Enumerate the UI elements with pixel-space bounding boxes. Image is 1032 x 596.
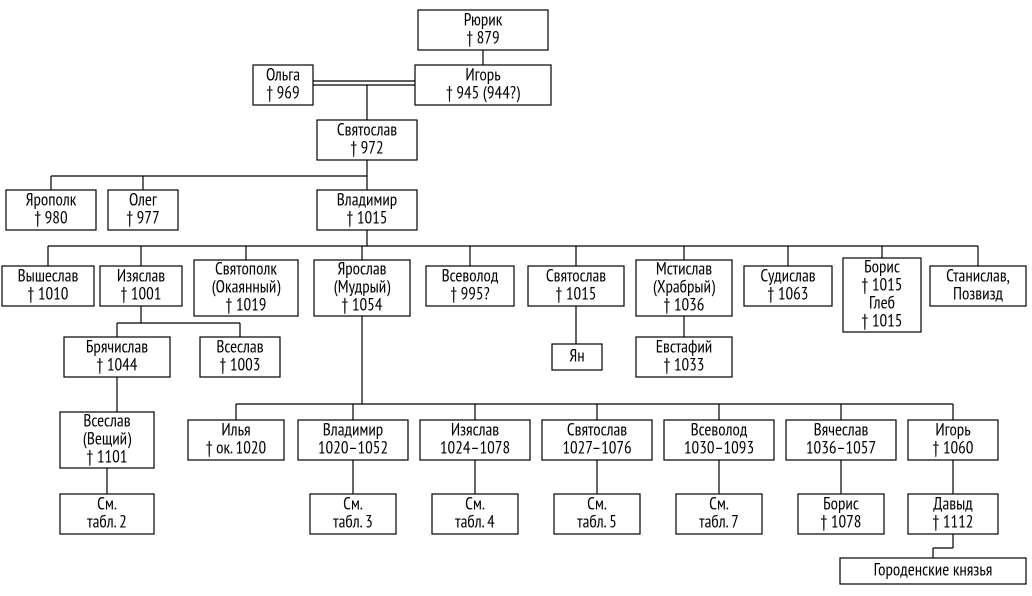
node-tab2-line-1: табл. 2 xyxy=(87,510,127,532)
node-tab4-line-1: табл. 4 xyxy=(455,510,495,532)
node-svyatoslav-line-1: † 972 xyxy=(350,136,383,158)
node-igor2-line-1: † 1060 xyxy=(933,436,974,458)
node-davyd: Давыд† 1112 xyxy=(908,492,998,534)
node-vseslavA: Всеслав† 1003 xyxy=(200,335,280,377)
node-svyatopolk: Святополк(Окаянный)† 1019 xyxy=(194,257,298,316)
node-boris-line-3: † 1015 xyxy=(862,309,903,331)
node-ilya-line-1: † ок. 1020 xyxy=(206,436,266,458)
node-vysheslav-line-1: † 1010 xyxy=(28,282,69,304)
node-tab7: См.табл. 7 xyxy=(676,492,762,534)
node-vladimir: Владимир† 1015 xyxy=(317,188,417,230)
node-vyacheslav-line-1: 1036–1057 xyxy=(806,436,876,458)
node-svyatopolk-line-2: † 1019 xyxy=(226,293,267,315)
node-vladimir-line-1: † 1015 xyxy=(347,206,388,228)
node-mstislav: Мстислав(Храбрый)† 1036 xyxy=(636,257,732,316)
node-rurik: Рюрик† 879 xyxy=(418,8,548,50)
node-davyd-line-1: † 1112 xyxy=(933,510,974,532)
nodes: Рюрик† 879 Ольга† 969 Игорь† 945 (944?) Свя… xyxy=(2,8,1026,584)
node-yan: Ян xyxy=(552,344,602,370)
node-stanislav-line-1: Позвизд xyxy=(953,282,1004,304)
node-vseslavA-line-1: † 1003 xyxy=(220,353,261,375)
node-svyatoslav2: Святослав† 1015 xyxy=(528,264,624,306)
node-yaroslav-line-2: † 1054 xyxy=(342,293,383,315)
node-vysheslav: Вышеслав† 1010 xyxy=(2,264,94,306)
node-evstafiy-line-1: † 1033 xyxy=(664,353,705,375)
node-izyaslav1: Изяслав† 1001 xyxy=(100,264,182,306)
node-vyacheslav: Вячеслав1036–1057 xyxy=(786,418,896,460)
node-boris: Борис† 1015Глеб† 1015 xyxy=(843,255,921,332)
node-vsevolod1-line-1: † 995? xyxy=(450,282,489,304)
node-olga-line-1: † 969 xyxy=(266,81,299,103)
node-oleg-line-1: † 977 xyxy=(126,206,159,228)
node-vsevolod2: Всеволод1030–1093 xyxy=(664,418,774,460)
node-izyaslav1-line-1: † 1001 xyxy=(121,282,162,304)
family-tree-diagram: Рюрик† 879 Ольга† 969 Игорь† 945 (944?) Свя… xyxy=(0,0,1032,596)
node-igor2: Игорь† 1060 xyxy=(908,418,998,460)
node-igor: Игорь† 945 (944?) xyxy=(415,63,551,105)
node-vsevolod1: Всеволод† 995? xyxy=(426,264,514,306)
node-stanislav: Станислав,Позвизд xyxy=(930,264,1026,306)
node-vsevolod2-line-1: 1030–1093 xyxy=(684,436,754,458)
node-vladimir2-line-1: 1020–1052 xyxy=(318,436,388,458)
node-igor-line-1: † 945 (944?) xyxy=(446,81,520,103)
node-tab5-line-1: табл. 5 xyxy=(577,510,617,532)
node-ilya: Илья† ок. 1020 xyxy=(188,418,284,460)
node-sudislav: Судислав† 1063 xyxy=(744,264,832,306)
node-rurik-line-1: † 879 xyxy=(466,26,499,48)
node-yaropolk: Ярополк† 980 xyxy=(6,188,96,230)
node-boris2: Борис† 1078 xyxy=(798,492,884,534)
node-izyaslav2: Изяслав1024–1078 xyxy=(420,418,530,460)
node-svyatoslav2-line-1: † 1015 xyxy=(556,282,597,304)
node-oleg: Олег† 977 xyxy=(108,188,178,230)
node-bryachislav: Брячислав† 1044 xyxy=(64,335,170,377)
node-svyatoslav3: Святослав1027–1076 xyxy=(542,418,652,460)
node-yan-line-0: Ян xyxy=(569,344,584,366)
node-tab5: См.табл. 5 xyxy=(554,492,640,534)
node-vseslavB: Всеслав(Вещий)† 1101 xyxy=(60,409,154,468)
node-svyatoslav: Святослав† 972 xyxy=(317,118,417,160)
node-vseslavB-line-2: † 1101 xyxy=(87,445,128,467)
node-yaroslav: Ярослав(Мудрый)† 1054 xyxy=(314,257,410,316)
node-tab3: См.табл. 3 xyxy=(310,492,396,534)
node-yaropolk-line-1: † 980 xyxy=(34,206,67,228)
node-gorodensk-line-0: Городенские князья xyxy=(874,558,993,580)
node-vladimir2: Владимир1020–1052 xyxy=(298,418,408,460)
node-boris2-line-1: † 1078 xyxy=(821,510,862,532)
node-tab7-line-1: табл. 7 xyxy=(699,510,739,532)
node-evstafiy: Евстафий† 1033 xyxy=(636,335,732,377)
node-olga: Ольга† 969 xyxy=(253,63,313,105)
node-mstislav-line-2: † 1036 xyxy=(664,293,705,315)
node-gorodensk: Городенские князья xyxy=(840,558,1026,584)
node-tab2: См.табл. 2 xyxy=(60,492,154,534)
node-tab3-line-1: табл. 3 xyxy=(333,510,373,532)
node-tab4: См.табл. 4 xyxy=(432,492,518,534)
node-sudislav-line-1: † 1063 xyxy=(768,282,809,304)
node-izyaslav2-line-1: 1024–1078 xyxy=(440,436,510,458)
node-svyatoslav3-line-1: 1027–1076 xyxy=(562,436,631,458)
node-bryachislav-line-1: † 1044 xyxy=(97,353,138,375)
